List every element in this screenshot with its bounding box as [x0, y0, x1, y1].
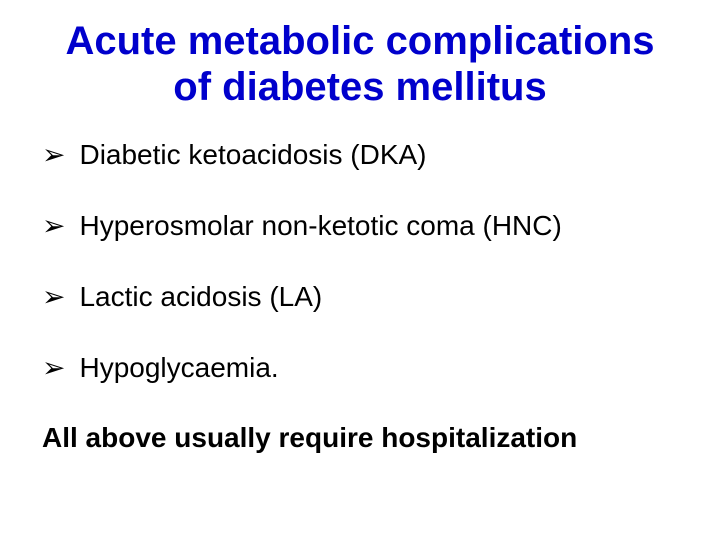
list-item-text: Hyperosmolar non-ketotic coma (HNC): [79, 210, 561, 242]
list-item: ➢ Hyperosmolar non-ketotic coma (HNC): [42, 209, 684, 242]
list-item-text: Hypoglycaemia.: [79, 352, 278, 384]
title-line-1: Acute metabolic complications: [65, 19, 654, 63]
arrow-bullet-icon: ➢: [42, 209, 65, 242]
list-item: ➢ Lactic acidosis (LA): [42, 280, 684, 313]
list-item: ➢ Hypoglycaemia.: [42, 351, 684, 384]
footer-text: All above usually require hospitalizatio…: [36, 422, 684, 454]
slide-title: Acute metabolic complications of diabete…: [36, 18, 684, 110]
list-item-text: Lactic acidosis (LA): [79, 281, 322, 313]
arrow-bullet-icon: ➢: [42, 138, 65, 171]
bullet-list: ➢ Diabetic ketoacidosis (DKA) ➢ Hyperosm…: [36, 138, 684, 384]
list-item: ➢ Diabetic ketoacidosis (DKA): [42, 138, 684, 171]
arrow-bullet-icon: ➢: [42, 351, 65, 384]
list-item-text: Diabetic ketoacidosis (DKA): [79, 139, 426, 171]
arrow-bullet-icon: ➢: [42, 280, 65, 313]
title-line-2: of diabetes mellitus: [173, 65, 546, 109]
